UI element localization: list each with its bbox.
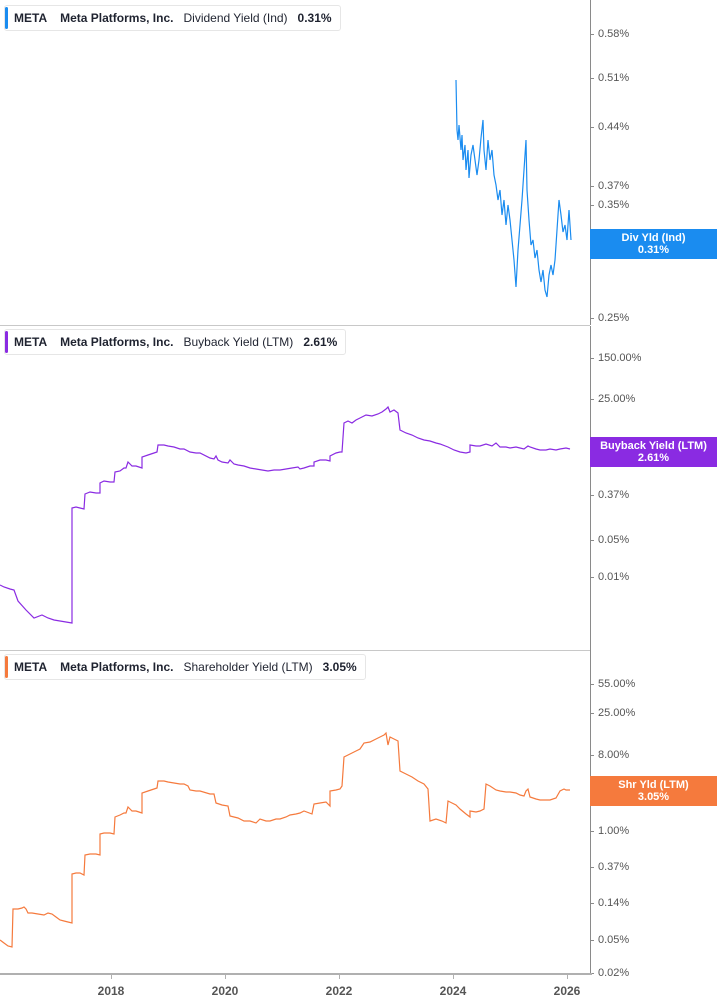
badge-value: 3.05% — [637, 791, 670, 803]
y-tick — [591, 577, 594, 578]
y-axis-line — [590, 651, 591, 974]
badge-value: 0.31% — [637, 244, 670, 256]
y-axis-line — [590, 326, 591, 651]
y-tick — [591, 318, 594, 319]
x-tick — [453, 975, 454, 979]
buyback-yield-value-badge: Buyback Yield (LTM) 2.61% — [590, 437, 717, 467]
y-tick — [591, 34, 594, 35]
y-tick — [591, 127, 594, 128]
y-tick — [591, 940, 594, 941]
y-tick — [591, 186, 594, 187]
x-tick-label: 2020 — [211, 984, 239, 998]
y-tick-label: 150.00% — [598, 352, 642, 364]
x-tick — [225, 975, 226, 979]
legend-ticker: META — [14, 335, 48, 349]
legend-metric: Buyback Yield (LTM) — [183, 335, 294, 349]
legend-company: Meta Platforms, Inc. — [60, 11, 174, 25]
dividend-yield-legend[interactable]: META Meta Platforms, Inc. Dividend Yield… — [4, 5, 341, 31]
y-tick-label: 0.37% — [598, 861, 630, 873]
x-tick-label: 2024 — [439, 984, 467, 998]
legend-color-bar — [5, 656, 8, 678]
y-tick-label: 0.58% — [598, 28, 630, 40]
legend-value: 3.05% — [322, 660, 357, 674]
legend-company: Meta Platforms, Inc. — [60, 335, 174, 349]
y-tick-label: 1.00% — [598, 825, 630, 837]
buyback-yield-line — [0, 405, 571, 624]
y-tick — [591, 831, 594, 832]
y-tick-label: 0.51% — [598, 72, 630, 84]
y-tick-label: 0.05% — [598, 934, 630, 946]
y-tick-label: 0.05% — [598, 534, 630, 546]
shareholder-yield-line — [0, 731, 570, 948]
y-tick — [591, 867, 594, 868]
x-axis-line — [0, 973, 592, 975]
legend-value: 2.61% — [303, 335, 338, 349]
dividend-yield-panel: META Meta Platforms, Inc. Dividend Yield… — [0, 0, 717, 325]
x-tick — [111, 975, 112, 979]
legend-company: Meta Platforms, Inc. — [60, 660, 174, 674]
panel-divider — [0, 650, 590, 651]
legend-metric: Shareholder Yield (LTM) — [183, 660, 313, 674]
y-tick — [591, 495, 594, 496]
x-tick — [339, 975, 340, 979]
legend-color-bar — [5, 7, 8, 29]
y-tick-label: 0.37% — [598, 489, 630, 501]
dividend-yield-line — [455, 79, 572, 298]
y-tick — [591, 755, 594, 756]
y-tick-label: 0.35% — [598, 199, 630, 211]
x-tick-label: 2018 — [97, 984, 125, 998]
badge-label: Buyback Yield (LTM) — [600, 440, 707, 452]
shareholder-yield-value-badge: Shr Yld (LTM) 3.05% — [590, 776, 717, 806]
legend-value: 0.31% — [297, 11, 332, 25]
y-tick-label: 8.00% — [598, 749, 630, 761]
y-tick-label: 0.25% — [598, 312, 630, 324]
y-tick-label: 0.44% — [598, 121, 630, 133]
y-tick — [591, 205, 594, 206]
badge-value: 2.61% — [637, 452, 670, 464]
y-tick-label: 25.00% — [598, 393, 636, 405]
x-tick-label: 2026 — [553, 984, 581, 998]
x-tick — [567, 975, 568, 979]
y-tick — [591, 713, 594, 714]
badge-label: Shr Yld (LTM) — [618, 779, 689, 791]
y-tick-label: 55.00% — [598, 678, 636, 690]
y-tick — [591, 684, 594, 685]
y-tick — [591, 973, 594, 974]
legend-ticker: META — [14, 11, 48, 25]
y-tick-label: 0.14% — [598, 897, 630, 909]
y-tick — [591, 540, 594, 541]
y-tick — [591, 358, 594, 359]
legend-color-bar — [5, 331, 8, 353]
dividend-yield-value-badge: Div Yld (Ind) 0.31% — [590, 229, 717, 259]
y-tick — [591, 78, 594, 79]
legend-ticker: META — [14, 660, 48, 674]
y-axis-line — [590, 0, 591, 325]
y-tick-label: 0.02% — [598, 967, 630, 979]
shareholder-yield-legend[interactable]: META Meta Platforms, Inc. Shareholder Yi… — [4, 654, 366, 680]
shareholder-yield-panel: META Meta Platforms, Inc. Shareholder Yi… — [0, 651, 717, 979]
buyback-yield-legend[interactable]: META Meta Platforms, Inc. Buyback Yield … — [4, 329, 347, 355]
panel-divider — [0, 325, 590, 326]
y-tick — [591, 903, 594, 904]
buyback-yield-panel: META Meta Platforms, Inc. Buyback Yield … — [0, 326, 717, 651]
y-tick — [591, 399, 594, 400]
y-tick-label: 0.37% — [598, 180, 630, 192]
badge-label: Div Yld (Ind) — [621, 232, 686, 244]
x-tick-label: 2022 — [325, 984, 353, 998]
y-tick-label: 0.01% — [598, 571, 630, 583]
y-tick-label: 25.00% — [598, 707, 636, 719]
legend-metric: Dividend Yield (Ind) — [183, 11, 288, 25]
